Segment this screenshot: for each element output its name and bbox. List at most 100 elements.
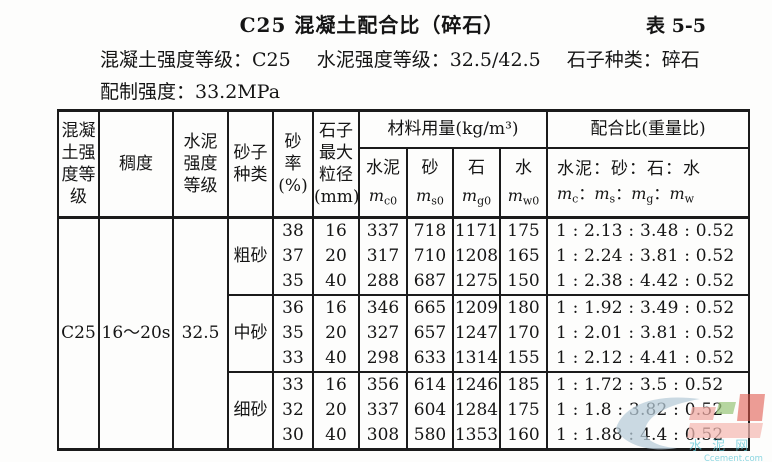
header-concrete-grade: 混凝 土强 度等 级 bbox=[57, 109, 100, 219]
cell-sand: 710 bbox=[406, 244, 454, 269]
cell-sand-ratio: 35 bbox=[272, 321, 314, 346]
cell-sand: 718 bbox=[406, 217, 454, 244]
cell-sand: 657 bbox=[406, 321, 454, 346]
header-sub-water: 水 mw0 bbox=[499, 146, 548, 219]
cell-stone-size: 20 bbox=[312, 398, 360, 423]
cell-sand-ratio: 35 bbox=[272, 269, 314, 295]
cell-sand: 687 bbox=[406, 269, 454, 295]
cell-stone-size: 16 bbox=[312, 371, 360, 398]
cell-ratio: 1 : 2.38 : 4.42 : 0.52 bbox=[546, 269, 750, 295]
cell-ratio: 1 : 2.12 : 4.41 : 0.52 bbox=[546, 346, 750, 372]
cell-cement: 346 bbox=[358, 294, 408, 321]
header-max-stone-size: 石子 最大 粒径 (mm) bbox=[312, 109, 360, 219]
cell-water: 185 bbox=[499, 371, 548, 398]
cell-ratio: 1 : 2.24 : 3.81 : 0.52 bbox=[546, 244, 750, 269]
page-title: C25 混凝土配合比（碎石） bbox=[239, 13, 505, 37]
symbol-mg0: mg0 bbox=[461, 185, 492, 207]
cell-sand-type-coarse: 粗砂 bbox=[227, 217, 274, 295]
cell-cement: 288 bbox=[358, 269, 408, 295]
cell-stone: 1171 bbox=[452, 217, 501, 244]
cell-ratio: 1 : 2.13 : 3.48 : 0.52 bbox=[546, 217, 750, 244]
cell-sand: 614 bbox=[406, 371, 454, 398]
table-row: 35 40 288 687 1275 150 1 : 2.38 : 4.42 :… bbox=[58, 269, 750, 295]
cell-ratio: 1 : 1.88 : 4.4 : 0.52 bbox=[546, 423, 750, 450]
cell-stone: 1209 bbox=[452, 294, 501, 321]
table-row: 33 40 298 633 1314 155 1 : 2.12 : 4.41 :… bbox=[58, 346, 750, 372]
cell-water: 175 bbox=[499, 398, 548, 423]
cell-sand-ratio: 33 bbox=[272, 371, 314, 398]
table-row: 中砂 36 16 346 665 1209 180 1 : 1.92 : 3.4… bbox=[58, 294, 750, 372]
meta-concrete-grade: 混凝土强度等级：C25 bbox=[100, 49, 291, 71]
watermark-en-text: Ccement.com bbox=[704, 454, 763, 462]
cell-concrete-grade: C25 bbox=[57, 217, 100, 450]
cell-ratio: 1 : 1.92 : 3.49 : 0.52 bbox=[546, 294, 750, 321]
cell-cement: 317 bbox=[358, 244, 408, 269]
cell-cement: 308 bbox=[358, 423, 408, 450]
cell-water: 180 bbox=[499, 294, 548, 321]
meta-design-strength: 配制强度：33.2MPa bbox=[100, 81, 281, 103]
header-consistency: 稠度 bbox=[98, 109, 174, 219]
cell-water: 165 bbox=[499, 244, 548, 269]
cell-stone-size: 16 bbox=[312, 217, 360, 244]
cell-water: 160 bbox=[499, 423, 548, 450]
header-cement-grade: 水泥 强度 等级 bbox=[172, 109, 229, 219]
cell-sand-ratio: 33 bbox=[272, 346, 314, 372]
cell-water: 175 bbox=[499, 217, 548, 244]
cell-sand-ratio: 36 bbox=[272, 294, 314, 321]
header-sub-sand: 砂 ms0 bbox=[406, 146, 454, 219]
cell-water: 150 bbox=[499, 269, 548, 295]
cell-sand-ratio: 32 bbox=[272, 398, 314, 423]
cell-stone-size: 40 bbox=[312, 423, 360, 450]
cell-cement: 337 bbox=[358, 217, 408, 244]
cell-sand-ratio: 38 bbox=[272, 217, 314, 244]
cell-stone-size: 16 bbox=[312, 294, 360, 321]
header-sub-stone: 石 mg0 bbox=[452, 146, 501, 219]
meta-line-1: 混凝土强度等级：C25 水泥强度等级：32.5/42.5 石子种类：碎石 bbox=[100, 45, 700, 72]
mix-proportion-table: 混凝 土强 度等 级 稠度 水泥 强度 等级 砂子 种类 砂 率 (%) 石子 … bbox=[57, 109, 750, 451]
cell-water: 170 bbox=[499, 321, 548, 346]
cell-ratio: 1 : 1.72 : 3.5 : 0.52 bbox=[546, 371, 750, 398]
header-sub-cement: 水泥 mc0 bbox=[358, 146, 408, 219]
cell-cement: 337 bbox=[358, 398, 408, 423]
header-sand-type: 砂子 种类 bbox=[227, 109, 274, 219]
cell-cement: 327 bbox=[358, 321, 408, 346]
header-ratio-names: 水泥：砂：石：水 mc：ms：mg：mw bbox=[546, 146, 750, 219]
symbol-ms0: ms0 bbox=[416, 185, 444, 207]
cell-stone: 1246 bbox=[452, 371, 501, 398]
table-row: C25 16～20s 32.5 粗砂 38 16 337 718 1171 17… bbox=[57, 217, 750, 450]
cell-cement-grade: 32.5 bbox=[172, 217, 229, 450]
cell-stone-size: 20 bbox=[312, 244, 360, 269]
cell-consistency: 16～20s bbox=[98, 217, 174, 450]
cell-sand-ratio: 30 bbox=[272, 423, 314, 450]
header-mix-ratio-group: 配合比(重量比) bbox=[546, 109, 750, 149]
cell-sand: 633 bbox=[406, 346, 454, 372]
cell-sand-type-medium: 中砂 bbox=[227, 294, 274, 372]
cell-water: 155 bbox=[499, 346, 548, 372]
cell-ratio: 1 : 2.01 : 3.81 : 0.52 bbox=[546, 321, 750, 346]
symbol-ratio-line: mc：ms：mg：mw bbox=[557, 183, 695, 205]
table-row: 37 20 317 710 1208 165 1 : 2.24 : 3.81 :… bbox=[58, 244, 750, 269]
cell-ratio: 1 : 1.8 : 3.82 : 0.52 bbox=[546, 398, 750, 423]
meta-stone-type: 石子种类：碎石 bbox=[566, 49, 700, 71]
cell-stone-size: 40 bbox=[312, 346, 360, 372]
symbol-mc0: mc0 bbox=[368, 185, 398, 207]
table-number-label: 表 5-5 bbox=[646, 15, 706, 37]
meta-cement-grade: 水泥强度等级：32.5/42.5 bbox=[316, 49, 541, 71]
cell-stone-size: 40 bbox=[312, 269, 360, 295]
header-sand-ratio: 砂 率 (%) bbox=[272, 109, 314, 219]
header-row-1: 混凝 土强 度等 级 稠度 水泥 强度 等级 砂子 种类 砂 率 (%) 石子 … bbox=[57, 109, 750, 219]
cell-stone: 1353 bbox=[452, 423, 501, 450]
cell-sand-ratio: 37 bbox=[272, 244, 314, 269]
cell-sand: 665 bbox=[406, 294, 454, 321]
cell-stone: 1275 bbox=[452, 269, 501, 295]
cell-stone: 1284 bbox=[452, 398, 501, 423]
cell-stone-size: 20 bbox=[312, 321, 360, 346]
cell-cement: 356 bbox=[358, 371, 408, 398]
table-row: 35 20 327 657 1247 170 1 : 2.01 : 3.81 :… bbox=[58, 321, 750, 346]
cell-stone: 1314 bbox=[452, 346, 501, 372]
table-row: 细砂 33 16 356 614 1246 185 1 : 1.72 : 3.5… bbox=[58, 371, 750, 450]
cell-sand: 580 bbox=[406, 423, 454, 450]
header-row-2: 水泥 mc0 砂 ms0 石 mg0 水 mw0 水泥：砂：石：水 mc：m bbox=[58, 146, 750, 219]
cell-sand-type-fine: 细砂 bbox=[227, 371, 274, 450]
header-material-usage-group: 材料用量(kg/m³) bbox=[358, 109, 548, 149]
